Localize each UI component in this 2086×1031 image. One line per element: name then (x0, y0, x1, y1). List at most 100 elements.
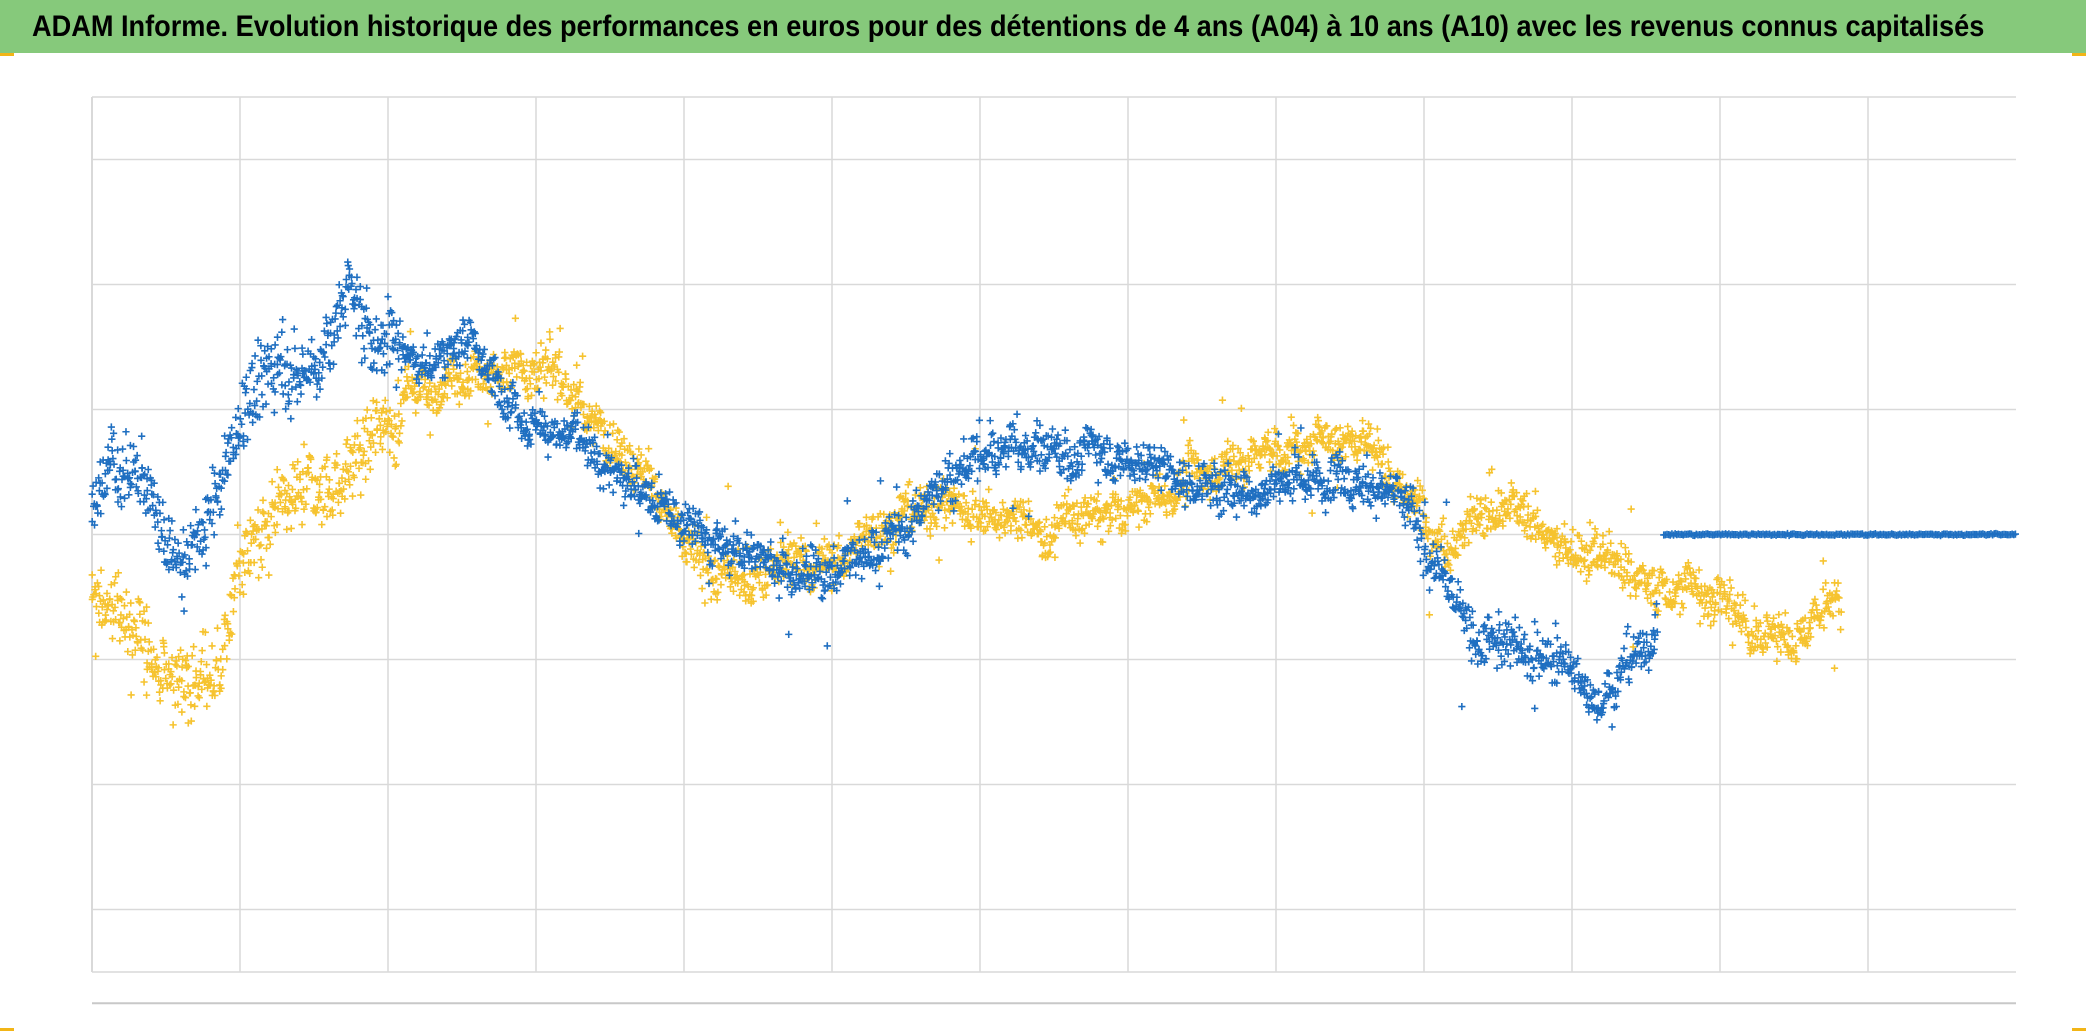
corner-mark-bottom-left (0, 1028, 14, 1031)
data-point (127, 691, 135, 699)
data-point (1358, 491, 1366, 500)
data-point (200, 526, 209, 534)
data-point (934, 506, 943, 514)
data-point (427, 373, 436, 382)
data-point (1196, 486, 1204, 494)
data-point (626, 442, 634, 450)
data-point (166, 527, 174, 535)
data-point (133, 451, 141, 460)
data-point (310, 361, 319, 370)
data-point (1282, 471, 1290, 479)
data-point (1384, 493, 1392, 501)
data-point (693, 531, 701, 540)
data-point (95, 609, 103, 617)
data-point (168, 517, 176, 525)
data-point (1239, 484, 1247, 492)
data-point (957, 503, 965, 511)
data-point (632, 462, 640, 470)
data-point (358, 359, 366, 367)
data-point (1569, 526, 1577, 534)
data-point (368, 430, 376, 438)
data-point (567, 434, 575, 442)
data-point (725, 571, 734, 579)
data-point (424, 393, 432, 401)
data-point (258, 563, 266, 571)
data-point (818, 545, 826, 553)
data-point (553, 396, 562, 404)
data-point (1747, 628, 1756, 636)
data-point (303, 485, 311, 493)
data-point (1411, 490, 1419, 499)
data-point (1235, 466, 1243, 474)
data-point (166, 681, 174, 689)
data-point (1182, 468, 1191, 476)
data-point (366, 465, 374, 473)
data-point (248, 363, 256, 372)
data-point (1605, 558, 1613, 566)
data-point (250, 385, 258, 394)
data-point (995, 516, 1003, 524)
data-point (127, 599, 135, 607)
data-point (1112, 454, 1121, 462)
data-point (858, 575, 866, 583)
data-point (1822, 579, 1830, 587)
data-point (717, 555, 725, 563)
data-point (1413, 536, 1421, 544)
data-point (1261, 451, 1269, 459)
data-point (1650, 567, 1658, 575)
data-point (1021, 431, 1030, 440)
data-point (1106, 522, 1114, 530)
data-point (1553, 534, 1561, 542)
data-point (760, 558, 769, 566)
data-point (900, 507, 909, 515)
data-point (841, 565, 849, 573)
data-point (891, 510, 899, 519)
data-point (369, 439, 378, 447)
data-point (1318, 482, 1326, 490)
data-point (1358, 417, 1367, 425)
data-point (1132, 498, 1141, 506)
data-point (740, 588, 748, 596)
data-point (1095, 432, 1103, 441)
data-point (1742, 623, 1750, 632)
data-point (1824, 603, 1832, 611)
data-point (1232, 513, 1241, 521)
data-point (335, 281, 343, 289)
data-point (1338, 443, 1347, 451)
data-point (1230, 499, 1238, 507)
data-point (777, 538, 785, 547)
data-point (625, 464, 633, 472)
data-point (1051, 534, 1059, 542)
data-point (1130, 470, 1138, 478)
data-point (270, 374, 278, 382)
data-point (540, 432, 548, 440)
data-point (623, 482, 632, 490)
data-point (1243, 473, 1251, 481)
data-point (333, 301, 342, 309)
data-point (597, 408, 605, 417)
data-point (964, 474, 973, 482)
data-point (273, 520, 281, 529)
data-point (1677, 578, 1686, 586)
data-point (285, 397, 293, 405)
data-point (381, 396, 389, 404)
data-point (973, 437, 981, 446)
data-point (141, 470, 149, 478)
data-point (755, 579, 763, 587)
data-point (334, 498, 343, 506)
data-point (1416, 496, 1424, 504)
data-point (116, 637, 124, 645)
data-point (987, 431, 996, 439)
data-point (526, 374, 534, 382)
data-point (1225, 456, 1234, 464)
data-point (208, 519, 216, 528)
data-point (263, 518, 271, 526)
data-point (1094, 479, 1102, 487)
data-point (1050, 514, 1059, 522)
data-point (605, 444, 613, 452)
data-point (344, 261, 352, 270)
data-point (201, 533, 209, 541)
data-point (845, 562, 854, 570)
data-point (523, 385, 531, 393)
data-point (546, 335, 554, 343)
